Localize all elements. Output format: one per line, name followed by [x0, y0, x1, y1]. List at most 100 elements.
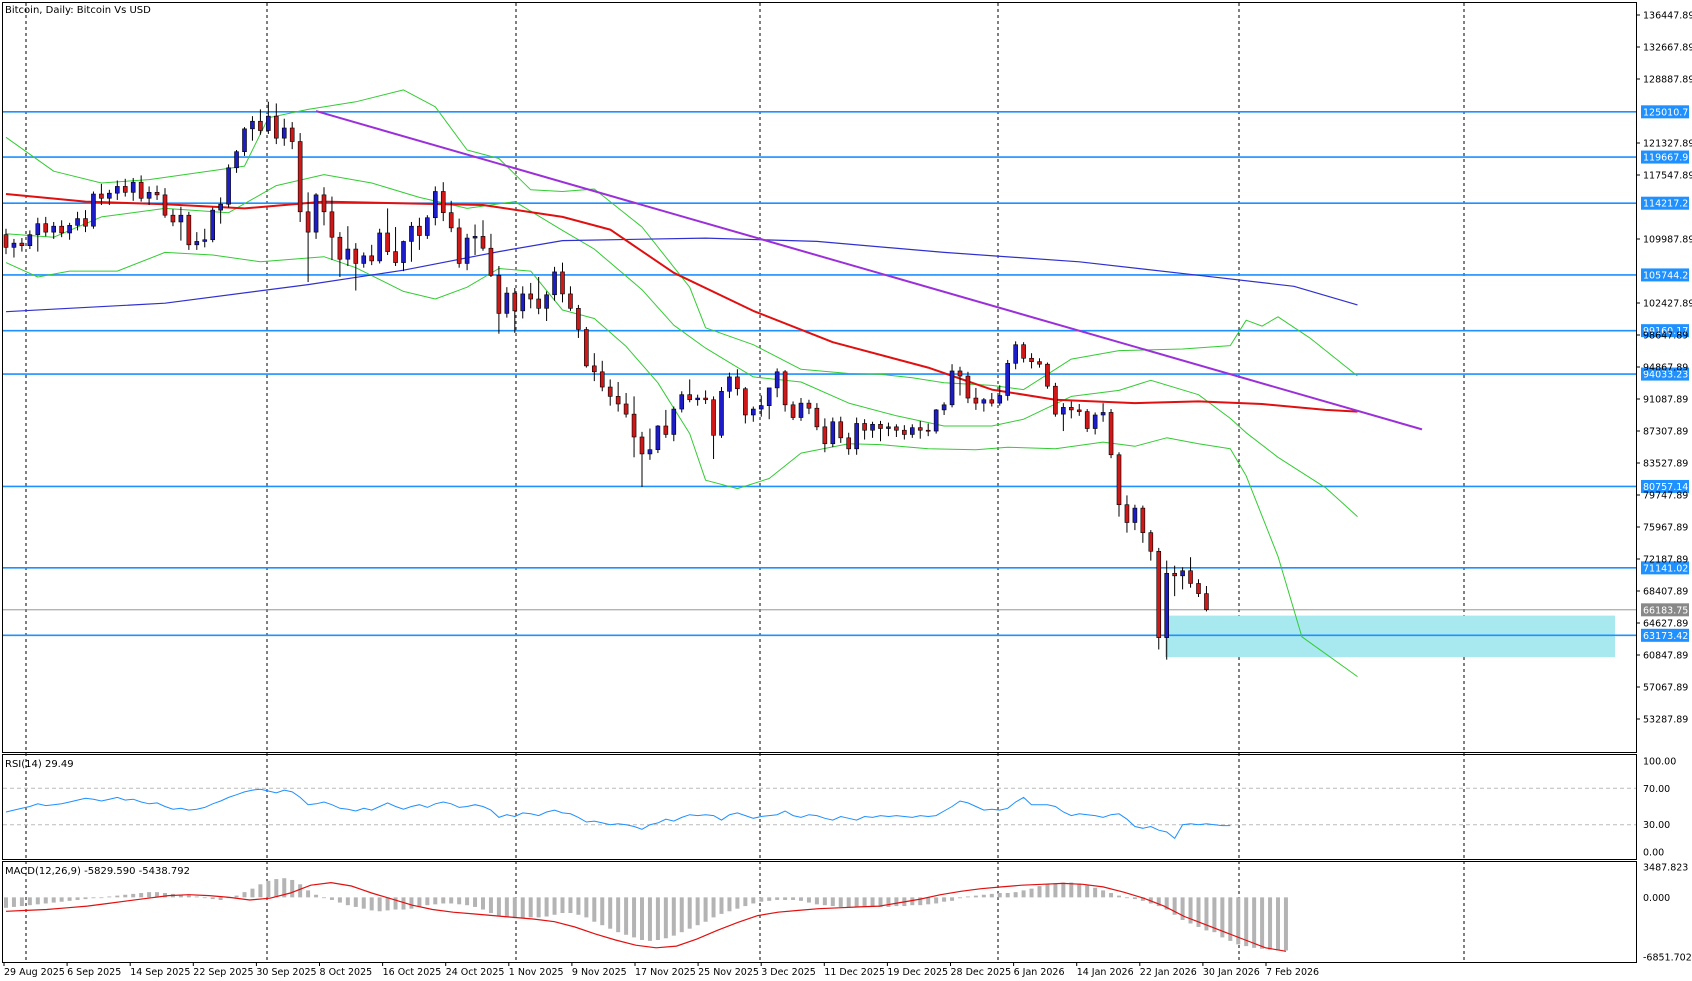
macd-bar-147 — [1172, 897, 1177, 915]
candle-body-110 — [878, 423, 883, 429]
level-tag-label-4: 99160.17 — [1643, 326, 1688, 337]
macd-bar-50 — [401, 897, 406, 910]
macd-bar-85 — [679, 897, 684, 933]
candle-127 — [1013, 341, 1018, 370]
level-tag-8 — [1641, 628, 1689, 642]
price-tick-label-4: 117547.89 — [1643, 171, 1692, 182]
candle-body-4 — [35, 223, 41, 235]
candle-body-29 — [234, 151, 239, 169]
candle-body-7 — [59, 225, 64, 234]
macd-bar-97 — [775, 897, 780, 900]
macd-bar-135 — [1077, 883, 1082, 898]
candle-body-87 — [695, 397, 700, 401]
candle-body-109 — [870, 423, 875, 431]
macd-bar-100 — [799, 897, 803, 901]
candle-88 — [703, 390, 708, 404]
candle-76 — [607, 379, 613, 406]
candle-body-31 — [250, 120, 255, 130]
candle-116 — [925, 423, 931, 437]
macd-bar-20 — [163, 893, 167, 898]
candle-73 — [584, 326, 589, 368]
rsi-panel: 100.00 70.00 30.00 0.00 — [3, 757, 1676, 859]
candle-body-44 — [353, 248, 359, 264]
candle-body-49 — [393, 251, 398, 263]
macd-bar-10 — [83, 897, 88, 900]
candle-83 — [663, 409, 669, 438]
macd-bar-127 — [1013, 892, 1018, 898]
macd-bar-105 — [838, 897, 843, 907]
rsi-tick-label-2: 30.00 — [1643, 820, 1670, 831]
macd-bar-16 — [131, 893, 136, 898]
candle-body-88 — [703, 397, 708, 401]
candle-49 — [393, 227, 398, 266]
candle-body-18 — [146, 192, 152, 199]
candle-body-62 — [496, 274, 502, 314]
macd-bar-67 — [536, 897, 541, 918]
macd-bar-139 — [1109, 893, 1114, 898]
macd-bar-76 — [608, 897, 613, 929]
macd-bar-154 — [1228, 897, 1233, 941]
macd-bar-116 — [926, 897, 931, 905]
candle-131 — [1045, 362, 1050, 389]
macd-bar-68 — [544, 897, 549, 917]
candle-102 — [814, 403, 820, 431]
candle-105 — [838, 416, 844, 443]
candle-72 — [576, 304, 581, 338]
candle-67 — [536, 276, 541, 315]
macd-bar-74 — [592, 897, 597, 922]
candle-body-56 — [448, 212, 454, 229]
candle-101 — [806, 399, 812, 415]
candle-body-140 — [1116, 454, 1122, 506]
candle-body-34 — [273, 115, 279, 139]
candle-123 — [981, 398, 987, 412]
macd-bar-122 — [973, 895, 978, 898]
candle-110 — [878, 420, 883, 442]
level-tag-7 — [1641, 561, 1689, 575]
macd-bar-39 — [314, 894, 319, 898]
candle-body-89 — [711, 399, 716, 436]
time-tick-label-2: 14 Sep 2025 — [130, 967, 190, 978]
macd-bar-44 — [353, 897, 358, 907]
macd-bar-114 — [910, 897, 915, 906]
macd-bar-125 — [997, 893, 1002, 898]
candle-body-120 — [957, 370, 963, 377]
candle-body-23 — [186, 214, 192, 246]
candle-body-137 — [1092, 414, 1098, 429]
candle-body-32 — [258, 120, 263, 131]
macd-bar-133 — [1061, 882, 1066, 898]
candle-body-13 — [107, 192, 112, 199]
macd-bar-104 — [830, 897, 835, 907]
macd-bar-124 — [989, 893, 994, 898]
candle-body-51 — [409, 225, 414, 242]
candle-body-77 — [615, 396, 621, 405]
candle-28 — [226, 164, 231, 208]
candle-98 — [782, 370, 788, 412]
macd-bar-78 — [624, 897, 629, 935]
candle-128 — [1021, 342, 1026, 363]
macd-bar-12 — [99, 897, 104, 899]
price-tick-label-7: 98647.89 — [1643, 331, 1688, 342]
macd-bar-126 — [1005, 893, 1010, 898]
candle-86 — [687, 379, 693, 403]
candle-body-10 — [83, 218, 88, 227]
time-tick-label-8: 1 Nov 2025 — [509, 967, 564, 978]
trendline-line — [315, 110, 1423, 431]
candle-body-121 — [965, 375, 971, 399]
macd-bar-37 — [298, 884, 303, 898]
candle-118 — [941, 402, 947, 415]
price-tick-label-6: 102427.89 — [1643, 299, 1692, 310]
macd-tick-label-1: 0.000 — [1643, 893, 1670, 904]
time-tick-label-19: 30 Jan 2026 — [1203, 967, 1260, 978]
candle-body-83 — [663, 425, 669, 435]
rsi-tick-label-0: 100.00 — [1643, 757, 1676, 768]
macd-bar-158 — [1260, 897, 1265, 949]
macd-bar-52 — [417, 897, 422, 907]
macd-bar-17 — [139, 893, 144, 898]
macd-bar-91 — [727, 897, 732, 912]
candle-body-68 — [544, 294, 549, 309]
candle-body-37 — [297, 141, 303, 213]
candle-body-45 — [361, 255, 367, 264]
candle-38 — [305, 192, 311, 283]
macd-bar-8 — [67, 897, 72, 901]
